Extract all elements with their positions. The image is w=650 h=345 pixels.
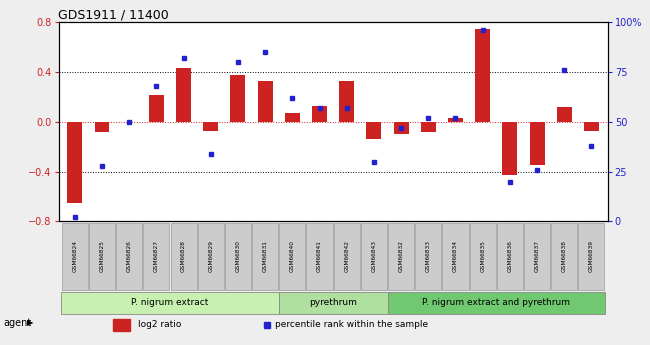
FancyBboxPatch shape	[307, 223, 333, 289]
Text: GSM66843: GSM66843	[371, 240, 376, 272]
Bar	[203, 122, 218, 130]
Text: GDS1911 / 11400: GDS1911 / 11400	[58, 8, 169, 21]
Bar	[176, 68, 191, 122]
Text: GSM66841: GSM66841	[317, 240, 322, 272]
FancyBboxPatch shape	[116, 223, 142, 289]
Text: GSM66835: GSM66835	[480, 240, 485, 272]
Text: GSM66828: GSM66828	[181, 240, 186, 272]
Text: GSM66840: GSM66840	[290, 240, 295, 272]
Bar	[68, 122, 83, 203]
Text: log2 ratio: log2 ratio	[138, 320, 181, 329]
Bar	[584, 122, 599, 130]
Bar	[367, 122, 382, 139]
FancyBboxPatch shape	[388, 223, 414, 289]
Bar	[394, 122, 409, 134]
FancyBboxPatch shape	[225, 223, 251, 289]
FancyBboxPatch shape	[333, 223, 359, 289]
Text: GSM66826: GSM66826	[127, 240, 132, 272]
Bar	[149, 95, 164, 122]
Text: GSM66829: GSM66829	[208, 240, 213, 272]
Bar	[257, 81, 272, 122]
Bar	[530, 122, 545, 165]
Text: agent: agent	[3, 318, 31, 327]
FancyBboxPatch shape	[415, 223, 441, 289]
FancyBboxPatch shape	[61, 292, 279, 314]
Text: GSM66842: GSM66842	[344, 240, 349, 272]
Bar	[94, 122, 109, 132]
Bar	[114, 319, 130, 331]
FancyBboxPatch shape	[387, 292, 605, 314]
Text: ▶: ▶	[27, 318, 34, 327]
FancyBboxPatch shape	[551, 223, 577, 289]
FancyBboxPatch shape	[497, 223, 523, 289]
Bar	[312, 106, 327, 122]
FancyBboxPatch shape	[279, 292, 387, 314]
Bar	[448, 118, 463, 122]
Text: GSM66837: GSM66837	[534, 240, 540, 272]
FancyBboxPatch shape	[361, 223, 387, 289]
Text: GSM66827: GSM66827	[154, 240, 159, 272]
Text: P. nigrum extract: P. nigrum extract	[131, 298, 209, 307]
Text: GSM66833: GSM66833	[426, 240, 431, 272]
Bar	[231, 75, 246, 122]
FancyBboxPatch shape	[578, 223, 604, 289]
Text: GSM66830: GSM66830	[235, 240, 240, 272]
Text: GSM66831: GSM66831	[263, 240, 268, 272]
Text: GSM66824: GSM66824	[72, 240, 77, 272]
Text: GSM66834: GSM66834	[453, 240, 458, 272]
Bar	[557, 107, 572, 122]
Text: GSM66836: GSM66836	[508, 240, 512, 272]
FancyBboxPatch shape	[89, 223, 115, 289]
FancyBboxPatch shape	[144, 223, 170, 289]
Text: GSM66825: GSM66825	[99, 240, 105, 272]
Text: GSM66839: GSM66839	[589, 240, 594, 272]
FancyBboxPatch shape	[62, 223, 88, 289]
FancyBboxPatch shape	[252, 223, 278, 289]
FancyBboxPatch shape	[443, 223, 469, 289]
Text: GSM66838: GSM66838	[562, 240, 567, 272]
Bar	[421, 122, 436, 132]
Bar	[475, 29, 490, 122]
FancyBboxPatch shape	[524, 223, 550, 289]
Text: percentile rank within the sample: percentile rank within the sample	[276, 320, 428, 329]
Bar	[502, 122, 517, 175]
Text: pyrethrum: pyrethrum	[309, 298, 357, 307]
FancyBboxPatch shape	[469, 223, 496, 289]
FancyBboxPatch shape	[170, 223, 197, 289]
FancyBboxPatch shape	[198, 223, 224, 289]
Text: P. nigrum extract and pyrethrum: P. nigrum extract and pyrethrum	[422, 298, 570, 307]
Bar	[339, 81, 354, 122]
FancyBboxPatch shape	[280, 223, 306, 289]
Text: GSM66832: GSM66832	[398, 240, 404, 272]
Bar	[285, 113, 300, 122]
